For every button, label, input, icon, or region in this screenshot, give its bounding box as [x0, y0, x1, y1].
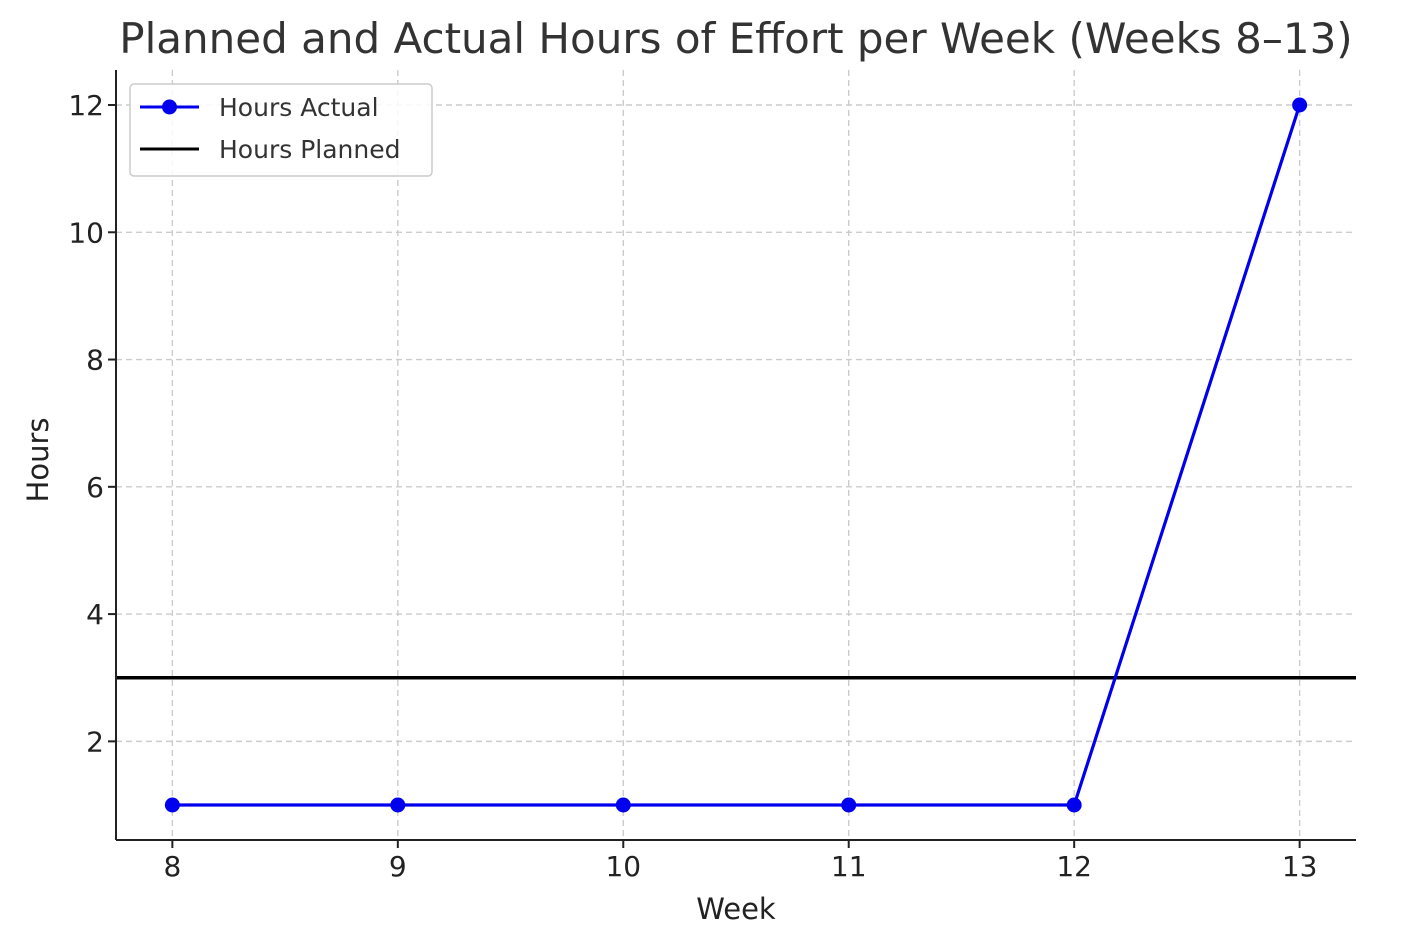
- y-tick-label: 8: [86, 344, 104, 377]
- axes: [115, 70, 1356, 841]
- x-tick-label: 10: [605, 850, 641, 883]
- legend-planned-label: Hours Planned: [219, 135, 400, 164]
- x-axis-label: Week: [696, 892, 776, 926]
- actual-hours-point: [1066, 797, 1082, 813]
- actual-hours-point: [841, 797, 857, 813]
- legend-actual-marker: [162, 99, 177, 115]
- actual-hours-point: [615, 797, 631, 813]
- legend-actual-label: Hours Actual: [219, 93, 379, 122]
- y-tick-label: 2: [86, 725, 104, 758]
- y-axis-label: Hours: [21, 418, 55, 503]
- legend-box: [129, 83, 433, 177]
- x-tick-label: 13: [1282, 850, 1318, 883]
- y-tick-label: 10: [68, 216, 104, 249]
- y-tick-label: 4: [86, 598, 104, 631]
- actual-hours-line: [172, 104, 1302, 807]
- legend: Hours Actual Hours Planned: [129, 83, 433, 177]
- actual-hours-point: [164, 797, 180, 813]
- y-tick-label: 6: [86, 471, 104, 504]
- actual-series: [164, 97, 1308, 813]
- ticks: 8 9 10 11 12 13 2 4 6 8 10 12: [68, 89, 1317, 883]
- grid: [116, 70, 1356, 840]
- x-tick-label: 8: [163, 850, 181, 883]
- actual-hours-point: [1292, 97, 1308, 113]
- chart-title: Planned and Actual Hours of Effort per W…: [119, 14, 1352, 63]
- actual-hours-point: [390, 797, 406, 813]
- x-tick-label: 12: [1056, 850, 1092, 883]
- x-tick-label: 9: [389, 850, 407, 883]
- x-tick-label: 11: [831, 850, 867, 883]
- y-tick-label: 12: [68, 89, 104, 122]
